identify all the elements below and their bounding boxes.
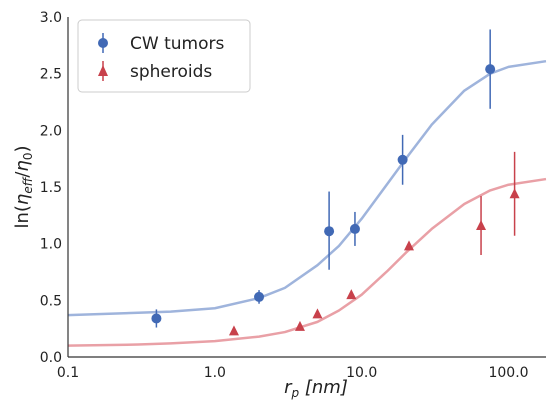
fit-curve-series-1 [67,177,547,347]
data-point-series-1-point-6 [509,188,520,199]
data-point-series-1-point-1 [294,320,305,331]
data-point-series-1-point-0 [228,325,239,336]
x-axis-title-unit: [nm] [299,377,348,398]
data-point-series-0-point-0 [151,313,162,324]
x-tick-label-3: 100.0 [488,365,528,381]
y-axis-title-den-sub: 0 [21,152,35,160]
x-tick-label-0: 0.1 [57,365,79,381]
data-point-series-0-point-1 [254,291,265,302]
y-axis-title-den: η [12,160,33,171]
y-axis-title-slash: / [12,171,33,178]
y-tick-label-2: 1.0 [40,237,62,253]
data-point-series-0-point-4 [397,154,408,165]
data-point-series-1-point-2 [312,308,323,319]
y-axis-title-suffix: ) [12,145,33,152]
x-axis-title-main: r [284,377,293,398]
data-point-series-1-point-3 [346,289,357,300]
legend-marker-spheroids [98,65,108,76]
axes: 0.1 1.0 10.0 100.0 0.0 0.5 1.0 1.5 2.0 2.5 3.0 [40,10,546,381]
data-point-series-1-point-4 [403,240,414,251]
y-axis-title: ln(ηeff/η0) [12,145,35,228]
x-tick-label-2: 10.0 [346,365,377,381]
y-axis-title-num-sub: eff [21,176,35,193]
y-tick-label-3: 1.5 [40,180,62,196]
legend-box [77,19,251,93]
plot-area [67,29,547,347]
x-axis-title: rp [nm] [284,377,348,400]
y-tick-label-0: 0.0 [40,350,62,366]
y-tick-label-1: 0.5 [40,293,62,309]
legend: CW tumors spheroids [77,19,251,93]
legend-label-cw-tumors: CW tumors [130,34,224,54]
fit-curve-series-0 [67,59,547,317]
x-axis-title-sub: p [291,386,300,400]
data-point-series-0-point-5 [485,64,496,75]
y-tick-label-6: 3.0 [40,10,62,26]
y-axis-title-num: η [12,194,33,205]
data-point-series-1-point-5 [476,220,487,231]
data-point-series-0-point-3 [349,223,360,234]
y-tick-label-5: 2.5 [40,67,62,83]
y-axis-title-prefix: ln( [12,205,33,228]
x-tick-label-1: 1.0 [204,365,226,381]
y-tick-label-4: 2.0 [40,123,62,139]
data-point-series-0-point-2 [324,226,335,237]
legend-marker-cw-tumors [98,38,108,48]
legend-label-spheroids: spheroids [130,62,212,82]
